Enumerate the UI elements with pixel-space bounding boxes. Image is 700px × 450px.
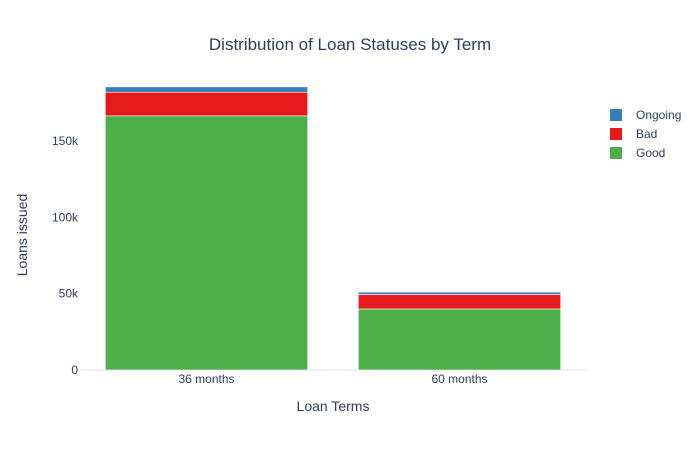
legend-item-good[interactable]: Good bbox=[610, 146, 665, 160]
legend-label-good: Good bbox=[636, 146, 665, 160]
y-axis-title: Loans issued bbox=[14, 194, 30, 277]
legend-swatch-ongoing bbox=[610, 109, 622, 121]
bar-bad-36-months[interactable] bbox=[105, 91, 308, 117]
bar-good-60-months[interactable] bbox=[357, 308, 561, 371]
bar-ongoing-60-months[interactable] bbox=[357, 291, 561, 295]
legend-label-ongoing: Ongoing bbox=[636, 108, 681, 122]
y-tick-label: 0 bbox=[71, 363, 78, 377]
bar-good-36-months[interactable] bbox=[105, 115, 308, 371]
legend[interactable]: Ongoing Bad Good bbox=[610, 108, 681, 160]
legend-item-ongoing[interactable]: Ongoing bbox=[610, 108, 681, 122]
x-tick-label: 60 months bbox=[431, 372, 487, 386]
bar-bad-60-months[interactable] bbox=[357, 294, 561, 310]
x-axis-title: Loan Terms bbox=[297, 398, 370, 414]
legend-item-bad[interactable]: Bad bbox=[610, 127, 657, 141]
y-ticks-group: 0 50k 100k 150k bbox=[52, 134, 79, 377]
x-ticks-group: 36 months 60 months bbox=[178, 372, 487, 386]
chart-title: Distribution of Loan Statuses by Term bbox=[209, 35, 491, 54]
y-tick-label: 50k bbox=[59, 287, 79, 301]
y-tick-label: 100k bbox=[52, 210, 79, 224]
x-tick-label: 36 months bbox=[178, 372, 234, 386]
legend-swatch-good bbox=[610, 147, 622, 159]
y-tick-label: 150k bbox=[52, 134, 79, 148]
bar-ongoing-36-months[interactable] bbox=[105, 86, 308, 93]
legend-swatch-bad bbox=[610, 128, 622, 140]
bars-group bbox=[105, 86, 561, 371]
legend-label-bad: Bad bbox=[636, 127, 657, 141]
